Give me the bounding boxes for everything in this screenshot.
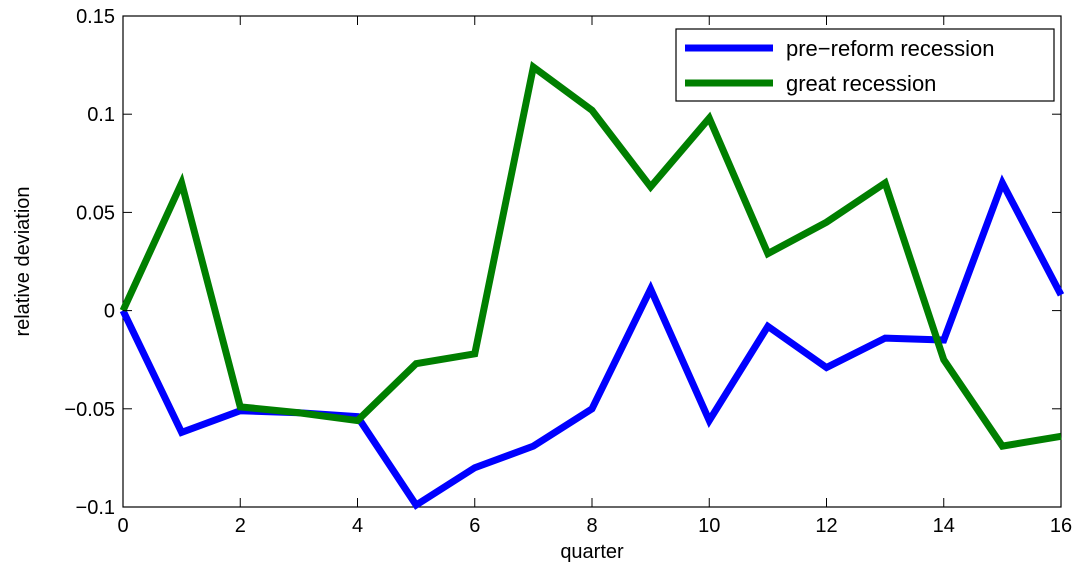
- x-tick-label: 16: [1050, 515, 1072, 537]
- y-tick-labels: −0.1 −0.05 0 0.05 0.1 0.15: [64, 6, 115, 519]
- y-tick-label: 0.05: [76, 202, 115, 224]
- x-tick-label: 10: [698, 515, 720, 537]
- y-axis-label: relative deviation: [12, 186, 34, 336]
- x-tick-label: 14: [933, 515, 955, 537]
- x-tick-label: 6: [469, 515, 480, 537]
- series-layer: [119, 60, 1065, 510]
- legend-label-2: great recession: [786, 71, 936, 96]
- x-axis-label: quarter: [560, 541, 624, 563]
- ticks-layer: [122, 15, 1062, 508]
- legend-box: [675, 28, 1055, 102]
- x-tick-labels: 0 2 4 6 8 10 12 14 16: [117, 515, 1072, 537]
- x-tick-label: 8: [586, 515, 597, 537]
- y-tick-label: −0.1: [76, 497, 115, 519]
- y-tick-label: −0.05: [64, 399, 115, 421]
- x-tick-label: 12: [815, 515, 837, 537]
- x-tick-label: 0: [117, 515, 128, 537]
- y-tick-label: 0.15: [76, 6, 115, 28]
- x-tick-label: 2: [235, 515, 246, 537]
- y-tick-label: 0.1: [87, 104, 115, 126]
- x-tick-label: 4: [352, 515, 363, 537]
- legend-items: pre−reform recession great recession: [685, 36, 994, 96]
- series-line-2: [119, 60, 1062, 450]
- y-tick-label: 0: [104, 301, 115, 323]
- legend-label-1: pre−reform recession: [786, 36, 994, 61]
- legend: pre−reform recession great recession: [675, 28, 1055, 102]
